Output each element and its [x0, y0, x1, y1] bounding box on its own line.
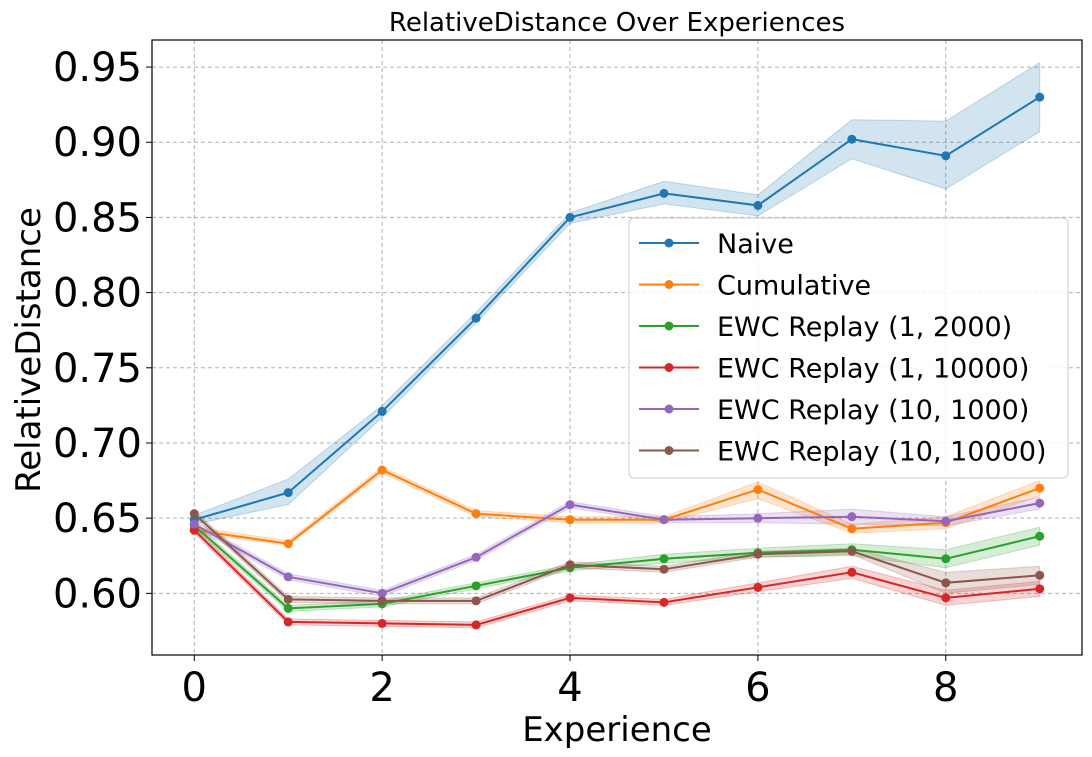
legend-marker [664, 404, 674, 414]
data-point [753, 513, 763, 523]
data-point [565, 515, 575, 525]
legend-label: Cumulative [717, 271, 871, 302]
axis-ticks: 0 2 4 6 8 0.60 0.65 0.70 0.75 0.80 0.85 0.90 0.95 [53, 45, 959, 711]
data-point [283, 572, 293, 582]
data-point [1035, 92, 1045, 102]
data-point [377, 465, 387, 475]
data-point [847, 134, 857, 144]
legend: Naive Cumulative EWC Replay (1, 2000) EWC R… [628, 217, 1069, 479]
data-point [941, 554, 951, 564]
data-point [847, 512, 857, 522]
data-point [565, 593, 575, 603]
y-tick-label: 0.60 [53, 571, 142, 617]
legend-label: EWC Replay (10, 1000) [717, 395, 1029, 426]
legend-box [628, 217, 1069, 479]
data-point [377, 596, 387, 606]
legend-marker [664, 280, 674, 289]
series-line [193, 512, 1040, 602]
data-point [565, 500, 575, 510]
y-tick-label: 0.95 [53, 45, 142, 91]
y-tick-label: 0.90 [53, 120, 142, 166]
data-point [471, 552, 481, 562]
legend-label: EWC Replay (1, 2000) [717, 312, 1012, 343]
data-point [471, 509, 481, 519]
data-point [659, 554, 669, 564]
data-point [377, 588, 387, 598]
data-point [283, 594, 293, 604]
y-tick-label: 0.80 [53, 271, 142, 317]
legend-marker [664, 446, 674, 455]
data-point [471, 313, 481, 323]
data-point [753, 200, 763, 210]
data-point [1035, 498, 1045, 508]
series-line [194, 96, 1041, 521]
y-tick-label: 0.65 [53, 496, 142, 542]
data-point [847, 546, 857, 556]
data-point [471, 596, 481, 606]
data-point [941, 578, 951, 588]
data-point [1035, 483, 1045, 493]
legend-label: EWC Replay (10, 10000) [717, 437, 1047, 468]
y-tick-label: 0.85 [53, 195, 142, 241]
x-tick-label: 0 [182, 665, 207, 711]
legend-marker [664, 238, 674, 248]
data-point [941, 593, 951, 603]
data-point [283, 539, 293, 549]
y-tick-label: 0.70 [53, 421, 142, 467]
data-point [471, 620, 481, 630]
series-points [189, 92, 1045, 630]
data-point [847, 524, 857, 534]
data-point [941, 516, 951, 526]
data-point [283, 488, 293, 498]
series-line [193, 524, 1040, 610]
data-point [659, 515, 669, 525]
data-point [753, 582, 763, 592]
data-point [753, 549, 763, 559]
data-point [283, 603, 293, 613]
data-point [189, 509, 199, 519]
x-tick-label: 8 [933, 665, 958, 711]
confidence-band [193, 496, 1041, 597]
data-point [659, 188, 669, 198]
confidence-band [193, 466, 1041, 546]
x-tick-label: 4 [557, 665, 582, 711]
data-point [377, 618, 387, 628]
x-tick-label: 2 [369, 665, 394, 711]
data-point [471, 581, 481, 591]
legend-label: Naive [717, 229, 794, 260]
series-line [193, 529, 1040, 626]
x-tick-label: 6 [745, 665, 770, 711]
data-point [659, 564, 669, 574]
data-point [847, 567, 857, 577]
data-point [1035, 531, 1045, 541]
legend-marker [664, 321, 674, 331]
data-point [1035, 570, 1045, 580]
data-point [659, 597, 669, 607]
plot-area-frame [151, 39, 1083, 656]
legend-marker [664, 363, 674, 372]
data-point [565, 212, 575, 222]
series-lines [193, 96, 1041, 626]
x-axis-label: Experience [522, 710, 712, 750]
data-point [565, 560, 575, 570]
y-tick-label: 0.75 [53, 346, 142, 392]
series-line [194, 468, 1041, 545]
legend-label: EWC Replay (1, 10000) [717, 354, 1029, 385]
data-point [283, 617, 293, 627]
data-point [753, 485, 763, 495]
data-point [1035, 584, 1045, 594]
data-point [189, 519, 199, 529]
series-line [193, 502, 1040, 595]
confidence-band [193, 61, 1041, 525]
chart-title: RelativeDistance Over Experiences [389, 8, 845, 38]
data-point [941, 151, 951, 161]
y-axis-label: RelativeDistance [9, 207, 49, 493]
data-point [377, 406, 387, 416]
